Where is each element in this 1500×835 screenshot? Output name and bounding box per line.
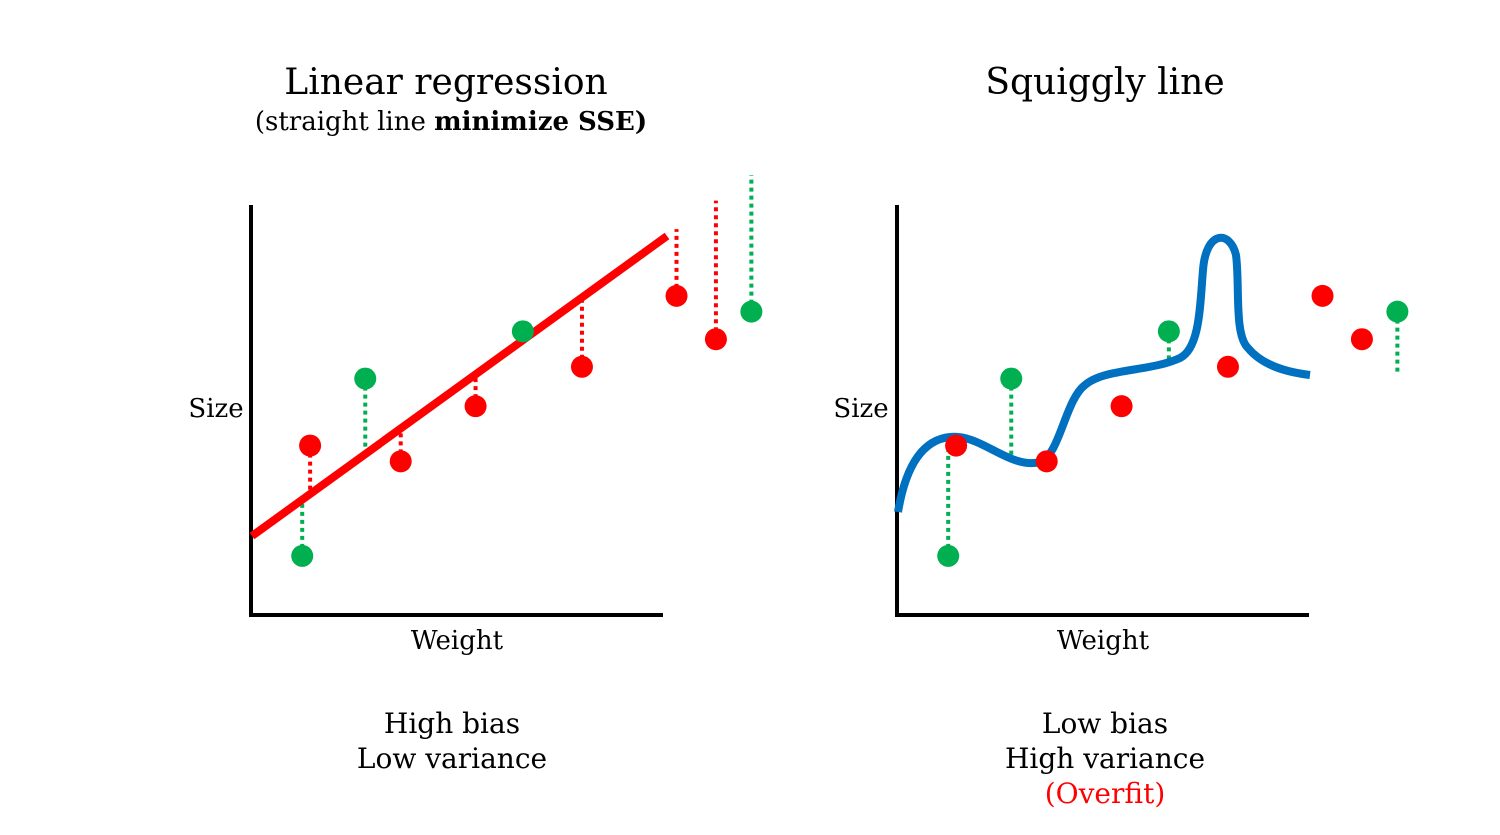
overfit-note: (Overfit) <box>1044 777 1166 810</box>
right-point-green-0 <box>937 544 960 567</box>
right-point-red-3 <box>1216 355 1239 378</box>
left-point-red-1 <box>389 450 412 473</box>
right-x-axis-label: Weight <box>1056 626 1150 656</box>
left-point-red-5 <box>704 328 727 351</box>
right-points <box>937 284 1409 567</box>
right-point-green-3 <box>1386 300 1409 323</box>
left-point-green-3 <box>740 300 763 323</box>
right-point-red-5 <box>1350 328 1373 351</box>
right-point-red-4 <box>1311 284 1334 307</box>
left-point-red-4 <box>665 284 688 307</box>
left-axes <box>249 205 663 617</box>
right-residuals <box>946 311 1400 556</box>
right-point-red-1 <box>1035 450 1058 473</box>
right-verdict: Low bias High variance (Overfit) <box>955 706 1255 811</box>
right-panel-title: Squiggly line <box>985 62 1225 103</box>
left-point-green-0 <box>291 544 314 567</box>
left-x-axis-label: Weight <box>410 626 504 656</box>
left-point-green-2 <box>511 320 534 343</box>
left-point-red-2 <box>464 395 487 418</box>
subtitle-plain-text: (straight line <box>254 107 435 137</box>
subtitle-bold-text: minimize SSE) <box>434 107 648 137</box>
left-point-red-3 <box>570 355 593 378</box>
left-verdict-bias: High bias <box>383 707 521 740</box>
right-point-green-1 <box>1000 367 1023 390</box>
left-point-red-0 <box>299 434 322 457</box>
squiggly-fit-line <box>894 233 1311 513</box>
right-verdict-variance: High variance <box>1004 742 1206 775</box>
right-point-red-0 <box>945 434 968 457</box>
right-y-axis-label: Size <box>833 394 889 424</box>
right-point-green-2 <box>1157 320 1180 343</box>
right-axes <box>895 205 1309 617</box>
right-point-red-2 <box>1110 395 1133 418</box>
linear-fit-line <box>249 232 670 540</box>
left-panel-subtitle: (straight line minimize SSE) <box>196 107 706 137</box>
left-points <box>291 284 763 567</box>
right-verdict-bias: Low bias <box>1041 707 1169 740</box>
left-verdict: High bias Low variance <box>302 706 602 776</box>
left-verdict-variance: Low variance <box>356 742 548 775</box>
left-panel-title: Linear regression <box>284 62 608 103</box>
left-y-axis-label: Size <box>188 394 244 424</box>
left-point-green-1 <box>354 367 377 390</box>
left-residuals <box>300 175 754 556</box>
